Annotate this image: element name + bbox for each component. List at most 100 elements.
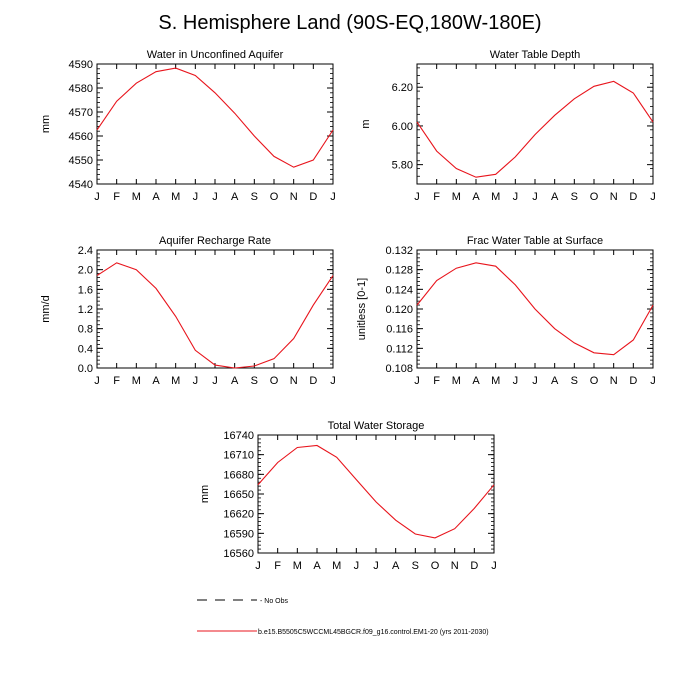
x-tick-label: J: [255, 560, 261, 572]
series-line-model: [416, 262, 654, 356]
panel-title: Water Table Depth: [490, 49, 581, 61]
x-tick-label: A: [472, 191, 480, 203]
y-axis-label: m: [360, 119, 372, 128]
x-tick-label: J: [414, 191, 420, 203]
x-tick-label: J: [212, 375, 218, 387]
x-tick-label: M: [332, 560, 341, 572]
x-tick-label: N: [610, 375, 618, 387]
x-tick-label: O: [270, 375, 279, 387]
y-tick-label: 0.108: [385, 363, 413, 375]
x-tick-label: F: [433, 375, 440, 387]
figure-title: S. Hemisphere Land (90S-EQ,180W-180E): [158, 12, 542, 34]
y-axis-label: unitless [0-1]: [356, 278, 368, 340]
x-tick-label: N: [290, 375, 298, 387]
y-tick-label: 0.4: [78, 343, 93, 355]
x-tick-label: N: [610, 191, 618, 203]
x-tick-label: M: [491, 375, 500, 387]
y-tick-label: 2.0: [78, 265, 93, 277]
x-tick-label: J: [414, 375, 420, 387]
x-tick-label: J: [491, 560, 497, 572]
x-tick-label: S: [571, 375, 578, 387]
panel-title: Total Water Storage: [328, 420, 425, 432]
x-tick-label: O: [590, 375, 599, 387]
series-line-model: [96, 67, 334, 168]
x-tick-label: D: [309, 191, 317, 203]
x-tick-label: M: [132, 375, 141, 387]
y-tick-label: 0.8: [78, 324, 93, 336]
x-tick-label: S: [412, 560, 419, 572]
y-tick-label: 0.128: [385, 265, 413, 277]
y-tick-label: 16620: [223, 509, 254, 521]
x-tick-label: A: [231, 375, 239, 387]
y-tick-label: 0.124: [385, 284, 413, 296]
x-tick-label: D: [309, 375, 317, 387]
x-tick-label: S: [571, 191, 578, 203]
y-axis-label: mm/d: [40, 295, 52, 323]
y-tick-label: 16710: [223, 450, 254, 462]
x-tick-label: J: [193, 191, 199, 203]
x-tick-label: M: [491, 191, 500, 203]
x-tick-label: O: [431, 560, 440, 572]
x-tick-label: M: [171, 375, 180, 387]
y-tick-label: 0.112: [386, 343, 413, 355]
x-tick-label: A: [392, 560, 400, 572]
x-tick-label: J: [330, 375, 336, 387]
y-tick-label: 4540: [69, 179, 93, 191]
y-tick-label: 5.80: [392, 160, 413, 172]
x-tick-label: J: [532, 191, 538, 203]
x-tick-label: A: [551, 191, 559, 203]
y-tick-label: 16680: [223, 469, 254, 481]
panel-title: Water in Unconfined Aquifer: [147, 49, 284, 61]
legend-model-label: b.e15.B5505C5WCCML45BGCR.f09_g16.control…: [258, 629, 489, 636]
x-tick-label: A: [472, 375, 480, 387]
legend: - No Obs b.e15.B5505C5WCCML45BGCR.f09_g1…: [197, 598, 489, 636]
panel-title: Frac Water Table at Surface: [467, 235, 603, 247]
legend-obs-label: - No Obs: [260, 598, 289, 605]
series-line-model: [96, 262, 334, 369]
y-tick-label: 0.116: [386, 324, 413, 336]
plot-frame: [416, 63, 654, 185]
y-tick-label: 0.120: [385, 304, 413, 316]
x-tick-label: A: [231, 191, 239, 203]
y-tick-label: 0.132: [385, 245, 413, 257]
x-tick-label: J: [330, 191, 336, 203]
x-tick-label: F: [113, 191, 120, 203]
y-tick-label: 16560: [223, 548, 254, 560]
plot-frame: [257, 434, 495, 554]
x-tick-label: A: [313, 560, 321, 572]
y-tick-label: 4550: [69, 155, 93, 167]
x-tick-label: S: [251, 191, 258, 203]
y-tick-label: 16650: [223, 489, 254, 501]
x-tick-label: F: [274, 560, 281, 572]
x-tick-label: A: [152, 191, 160, 203]
x-tick-label: J: [94, 375, 100, 387]
x-tick-label: M: [171, 191, 180, 203]
x-tick-label: J: [373, 560, 379, 572]
x-tick-label: F: [113, 375, 120, 387]
y-tick-label: 6.20: [392, 82, 413, 94]
x-tick-label: J: [513, 375, 519, 387]
x-tick-label: M: [293, 560, 302, 572]
y-tick-label: 0.0: [78, 363, 93, 375]
y-tick-label: 4590: [69, 59, 93, 71]
x-tick-label: S: [251, 375, 258, 387]
x-tick-label: D: [629, 375, 637, 387]
series-line-model: [257, 444, 495, 539]
y-axis-label: mm: [40, 115, 52, 133]
x-tick-label: M: [132, 191, 141, 203]
y-tick-label: 6.00: [392, 121, 413, 133]
y-tick-label: 1.2: [78, 304, 93, 316]
x-tick-label: J: [94, 191, 100, 203]
panel-title: Aquifer Recharge Rate: [159, 235, 271, 247]
x-tick-label: J: [212, 191, 218, 203]
y-tick-label: 16590: [223, 528, 254, 540]
y-tick-label: 4580: [69, 83, 93, 95]
y-tick-label: 16740: [223, 430, 254, 442]
y-tick-label: 1.6: [78, 284, 93, 296]
x-tick-label: F: [433, 191, 440, 203]
